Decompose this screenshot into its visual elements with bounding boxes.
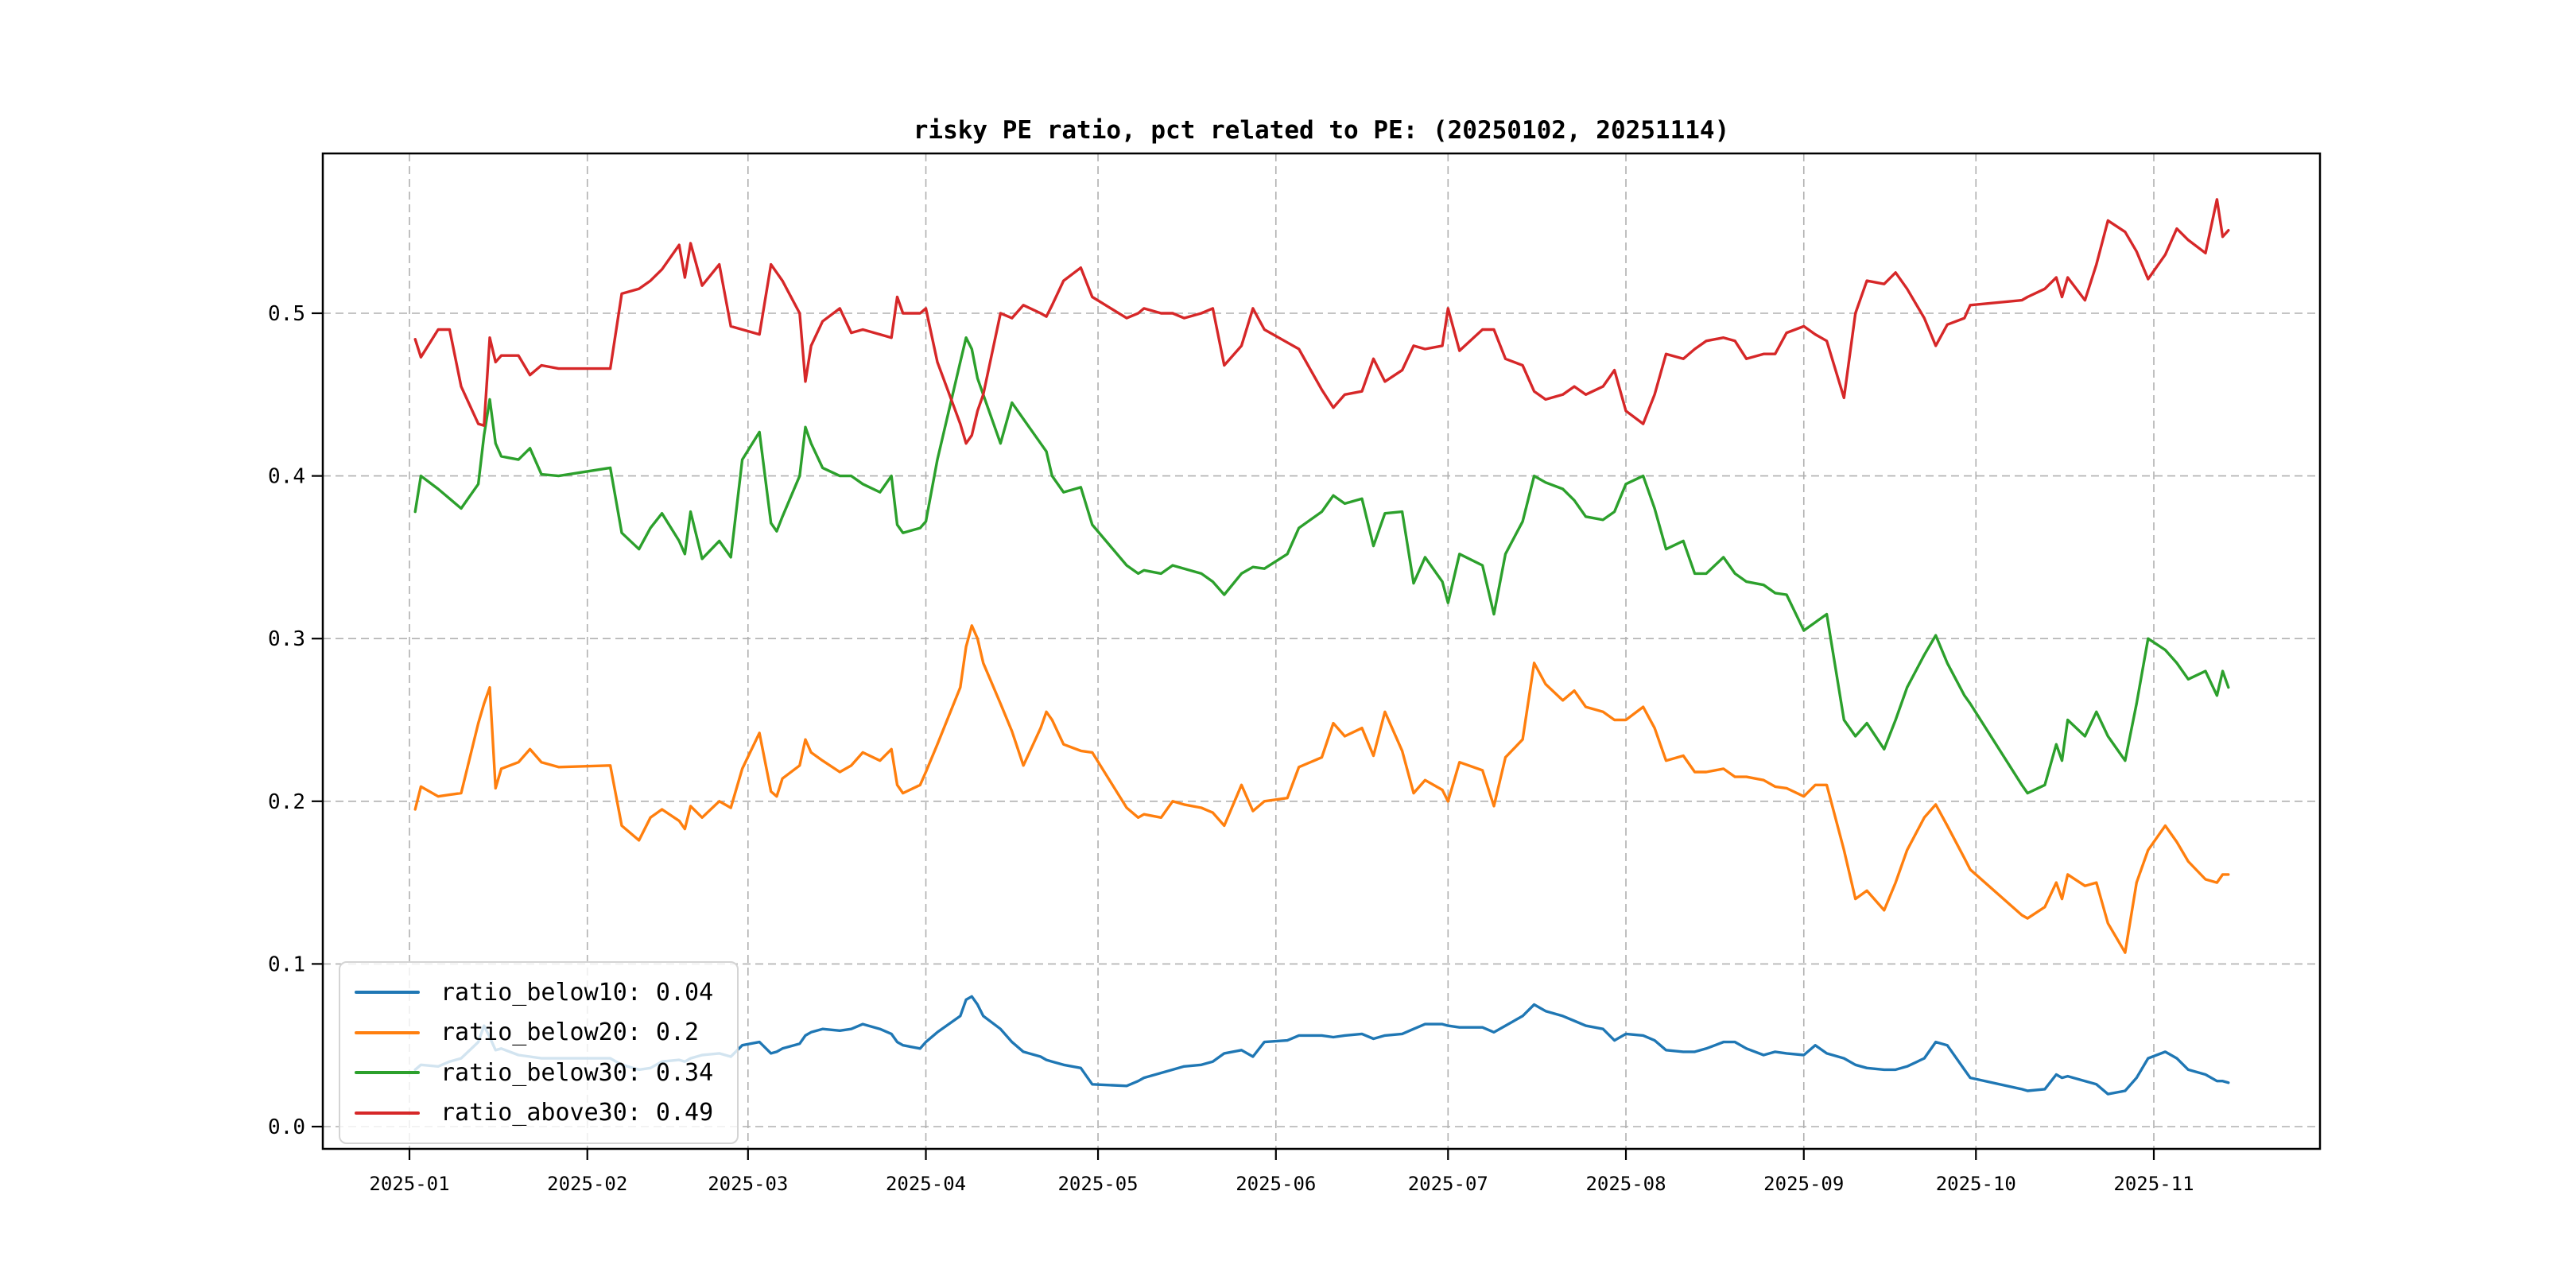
y-tick-label: 0.3 <box>268 627 305 651</box>
x-tick-label: 2025-02 <box>547 1173 627 1195</box>
x-tick-label: 2025-03 <box>708 1173 788 1195</box>
legend-swatch-ratio_below30 <box>355 1071 420 1075</box>
legend-swatch-ratio_above30 <box>355 1111 420 1115</box>
gridlines <box>323 153 2320 1149</box>
y-tick-label: 0.4 <box>268 465 305 489</box>
legend-item-ratio_below10: ratio_below10: 0.04 <box>355 972 713 1012</box>
legend-label-ratio_below30: ratio_below30: 0.34 <box>440 1058 714 1087</box>
legend-label-ratio_above30: ratio_above30: 0.49 <box>440 1099 714 1127</box>
y-tick-label: 0.1 <box>268 952 305 976</box>
legend-item-ratio_above30: ratio_above30: 0.49 <box>355 1093 713 1133</box>
legend-label-ratio_below20: ratio_below20: 0.2 <box>440 1018 700 1047</box>
x-tick-label: 2025-11 <box>2113 1173 2194 1195</box>
legend: ratio_below10: 0.04 ratio_below20: 0.2 rat… <box>339 961 739 1144</box>
x-tick-label: 2025-06 <box>1236 1173 1316 1195</box>
x-tick-label: 2025-10 <box>1936 1173 2016 1195</box>
series-line-ratio_below30 <box>413 336 2230 795</box>
legend-item-ratio_below30: ratio_below30: 0.34 <box>355 1053 713 1092</box>
axis-ticks <box>312 312 2155 1160</box>
series-line-ratio_above30 <box>413 198 2230 445</box>
legend-item-ratio_below20: ratio_below20: 0.2 <box>355 1013 713 1053</box>
x-tick-label: 2025-08 <box>1585 1173 1666 1195</box>
y-tick-label: 0.0 <box>268 1115 305 1139</box>
y-tick-label: 0.5 <box>268 302 305 326</box>
x-tick-label: 2025-07 <box>1408 1173 1488 1195</box>
x-tick-label: 2025-01 <box>369 1173 449 1195</box>
legend-swatch-ratio_below10 <box>355 991 420 994</box>
x-tick-label: 2025-04 <box>886 1173 966 1195</box>
axis-tick-labels: 0.0 0.1 0.2 0.3 0.4 0.5 2025-01 2025-02 2025-03 2… <box>268 302 2194 1195</box>
legend-swatch-ratio_below20 <box>355 1030 420 1034</box>
chart-title: risky PE ratio, pct related to PE: (2025… <box>913 116 1730 145</box>
plot-border <box>321 152 2322 1150</box>
series-line-ratio_below20 <box>413 624 2230 954</box>
legend-label-ratio_below10: ratio_below10: 0.04 <box>440 978 714 1007</box>
x-tick-label: 2025-09 <box>1763 1173 1844 1195</box>
x-tick-label: 2025-05 <box>1057 1173 1138 1195</box>
series-lines <box>413 198 2230 1096</box>
y-tick-label: 0.2 <box>268 790 305 814</box>
